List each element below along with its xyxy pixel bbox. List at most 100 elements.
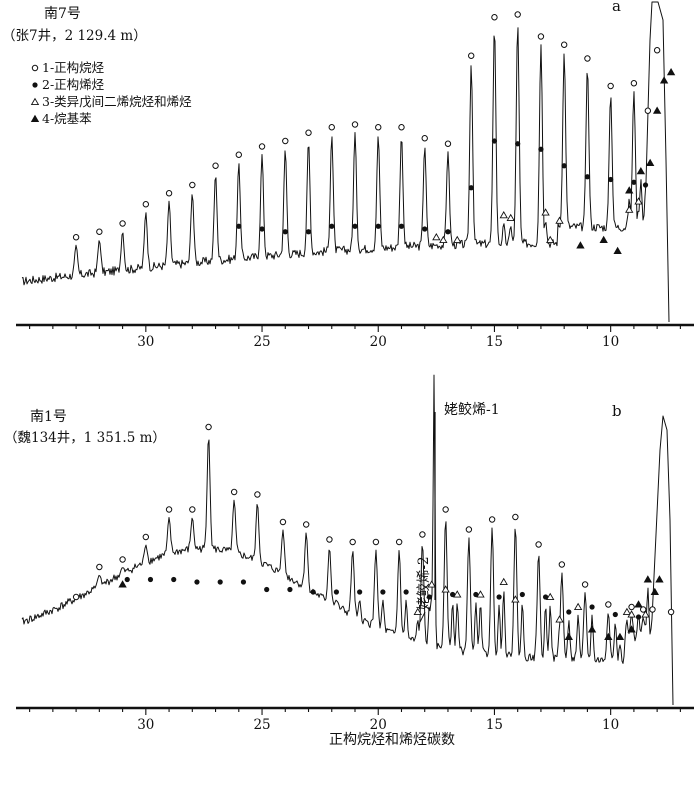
panel-a-alkene-marker xyxy=(642,182,649,188)
panel-b-chromatogram-trace xyxy=(21,374,674,706)
panel-b-letter: b xyxy=(612,402,622,420)
panel-b-alkene-marker xyxy=(496,594,502,600)
panel-b-isoprenoid-marker xyxy=(413,607,422,615)
panel-b-alkene-marker xyxy=(473,591,479,598)
panel-a-chromatogram-trace xyxy=(21,1,670,323)
panel-b-alkene-marker xyxy=(426,594,432,600)
panel-b-alkane-marker xyxy=(119,556,126,563)
panel-a-alkane-marker xyxy=(142,201,150,208)
panel-b-alkane-marker xyxy=(254,491,261,498)
panel-b-isoprenoid-marker xyxy=(622,607,632,615)
panel-a-alkene-marker xyxy=(375,223,381,229)
panel-b-alkane-marker xyxy=(302,521,310,528)
panel-a-isoprenoid-marker xyxy=(499,210,508,219)
panel-a-alkane-marker xyxy=(305,129,312,136)
panel-a-isoprenoid-marker xyxy=(634,197,643,205)
panel-b-alkene-marker xyxy=(542,594,549,600)
panel-b-tick-label: 10 xyxy=(602,717,619,733)
panel-a-alkene-marker xyxy=(468,185,474,191)
panel-a-alkylbenzene-marker xyxy=(659,76,669,84)
legend: 1-正构烷烃 2-正构烯烃 3-类异戊间二烯烷烃和烯烃 4-烷基苯 xyxy=(30,60,192,126)
panel-b-alkene-marker xyxy=(450,591,456,598)
panel-a-alkane-marker xyxy=(491,14,498,21)
panel-a-alkylbenzene-marker xyxy=(666,67,676,76)
panel-b-alkane-marker xyxy=(72,593,80,601)
panel-b-alkene-marker xyxy=(357,589,363,595)
panel-b-isoprenoid-marker xyxy=(441,585,450,593)
panel-b-title: 南1号 xyxy=(30,409,67,425)
panel-a-alkane-marker xyxy=(584,55,591,62)
panel-a-tick-label: 25 xyxy=(253,334,270,350)
panel-a-alkane-marker xyxy=(421,135,428,142)
panel-b-alkene-marker xyxy=(194,579,200,585)
panel-b-alkene-marker xyxy=(217,579,223,585)
panel-b-alkene-marker xyxy=(124,576,130,583)
panel-a-alkene-marker xyxy=(259,226,265,232)
panel-a-alkane-marker xyxy=(96,228,103,235)
panel-b-alkene-marker xyxy=(240,579,247,585)
panel-b-alkene-marker xyxy=(403,589,409,595)
panel-b-isoprenoid-marker xyxy=(453,590,462,598)
panel-b-alkene-marker xyxy=(635,614,642,620)
panel-b-alkene-marker xyxy=(333,589,340,595)
panel-b: 南1号 （魏134井，1 351.5 m） b 姥鲛烯-1 姥鲛烯-2 30 25 2… xyxy=(4,374,694,748)
panel-b-x-axis: 30 25 20 15 10 xyxy=(16,706,694,733)
panel-b-isoprenoid-marker xyxy=(427,580,436,588)
panel-a-alkylbenzene-marker xyxy=(599,235,608,244)
panel-a-isoprenoid-marker xyxy=(453,235,462,244)
panel-b-alkene-marker xyxy=(287,586,293,593)
panel-a-alkylbenzene-marker xyxy=(645,158,655,167)
panel-b-alkane-marker xyxy=(279,518,287,526)
panel-b-alkene-marker xyxy=(566,609,572,615)
panel-a-alkene-marker xyxy=(236,223,242,229)
panel-a-alkane-marker xyxy=(560,41,568,48)
panel-b-alkene-marker xyxy=(612,611,618,618)
panel-b-alkene-marker xyxy=(310,589,316,595)
panel-a-alkane-marker xyxy=(514,11,521,18)
panel-a-isoprenoid-marker xyxy=(439,235,448,244)
panel-b-alkane-marker xyxy=(189,506,196,513)
panel-b-alkane-marker xyxy=(419,531,426,538)
legend-label: 3-类异戊间二烯烷烃和烯烃 xyxy=(42,94,192,109)
panel-a-alkane-marker xyxy=(282,137,289,145)
panel-b-alkylbenzene-marker xyxy=(604,632,613,640)
panel-a-alkylbenzene-marker xyxy=(576,241,585,249)
panel-b-alkene-marker xyxy=(171,576,177,583)
panel-a-alkylbenzene-marker xyxy=(625,186,634,194)
panel-b-alkane-marker xyxy=(142,533,150,541)
panel-b-alkane-marker xyxy=(605,601,612,608)
panel-a-subtitle: （张7井，2 129.4 m） xyxy=(2,28,147,44)
panel-a-tick-label: 15 xyxy=(486,334,503,350)
panel-b-alkane-marker xyxy=(349,538,356,546)
panel-b-alkane-marker xyxy=(649,606,656,613)
panel-a-alkane-marker xyxy=(630,80,638,87)
panel-b-alkane-marker xyxy=(465,526,473,533)
panel-b-alkylbenzene-marker xyxy=(650,587,659,595)
panel-b-alkylbenzene-marker xyxy=(627,625,636,633)
panel-b-alkylbenzene-marker xyxy=(564,632,573,640)
panel-b-isoprenoid-marker xyxy=(573,602,583,610)
panel-a-alkene-marker xyxy=(422,226,428,232)
panel-a-alkene-marker xyxy=(561,163,567,169)
panel-a-alkylbenzene-marker xyxy=(652,106,662,114)
panel-b-alkane-marker xyxy=(558,561,566,568)
panel-b-isoprenoid-marker xyxy=(546,592,555,600)
panel-a-alkane-marker xyxy=(328,124,335,131)
panel-a-title: 南7号 xyxy=(44,6,81,22)
panel-a-alkane-marker xyxy=(351,121,359,128)
x-axis-title: 正构烷烃和烯烃碳数 xyxy=(329,732,455,748)
panel-a-alkane-marker xyxy=(537,33,545,40)
panel-a-alkene-marker xyxy=(584,174,591,180)
panel-b-alkane-marker xyxy=(96,563,103,571)
panel-a-alkylbenzene-marker xyxy=(636,166,646,175)
panel-a-tick-label: 10 xyxy=(602,334,619,350)
panel-b-alkane-marker xyxy=(230,488,238,496)
panel-b-tick-label: 30 xyxy=(137,717,154,733)
panel-b-isoprenoid-marker xyxy=(627,610,636,618)
legend-label: 1-正构烷烃 xyxy=(42,60,105,75)
panel-b-alkane-marker xyxy=(205,423,212,431)
panel-b-isoprenoid-marker xyxy=(499,577,508,585)
panel-b-isoprenoid-marker xyxy=(476,590,485,598)
panel-b-alkylbenzene-marker xyxy=(587,625,597,633)
